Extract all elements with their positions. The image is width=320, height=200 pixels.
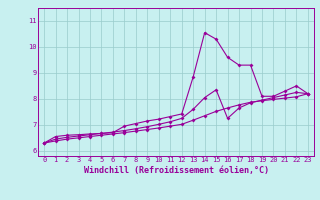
X-axis label: Windchill (Refroidissement éolien,°C): Windchill (Refroidissement éolien,°C): [84, 166, 268, 175]
